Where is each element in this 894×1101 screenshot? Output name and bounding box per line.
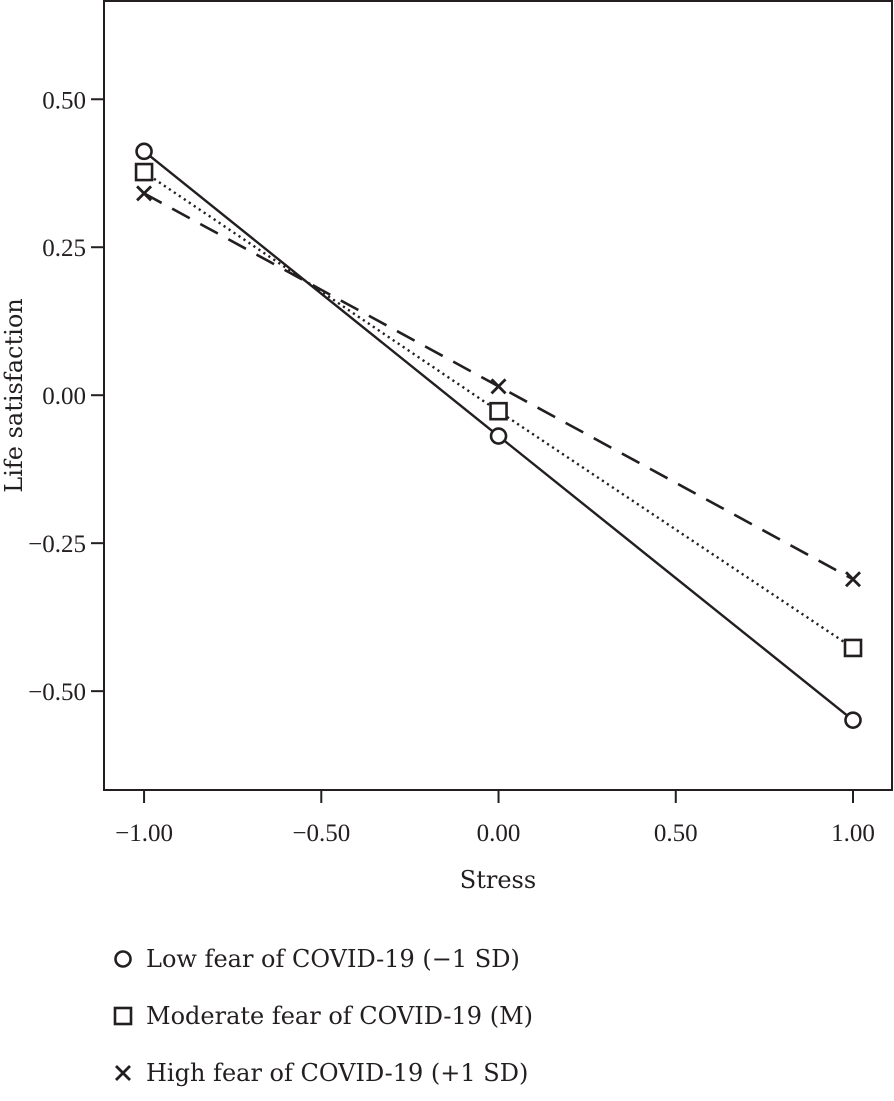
square-marker-icon: [113, 1006, 133, 1025]
data-point-square: [134, 162, 154, 182]
data-point-x: [845, 571, 861, 588]
legend: Low fear of COVID-19 (−1 SD) Moderate fe…: [112, 930, 533, 1101]
x-axis-title: Stress: [460, 866, 536, 894]
data-point-circle: [844, 711, 862, 729]
x-tick-label: 0.00: [477, 820, 521, 847]
legend-item-high-fear: High fear of COVID-19 (+1 SD): [112, 1044, 533, 1101]
x-tick-label: −0.50: [292, 820, 350, 847]
y-tick-label: 0.25: [42, 235, 86, 262]
y-tick-label: 0.50: [42, 87, 86, 114]
x-axis: −1.00 −0.50 0.00 0.50 1.00: [115, 790, 875, 847]
chart-plot: −1.00 −0.50 0.00 0.50 1.00 0.50 0.25 0.00 −0.25…: [0, 0, 893, 894]
y-axis-title: Life satisfaction: [0, 298, 28, 492]
x-marker-icon: [115, 1064, 131, 1081]
y-axis: 0.50 0.25 0.00 −0.25 −0.50: [28, 87, 104, 706]
legend-label: High fear of COVID-19 (+1 SD): [146, 1058, 529, 1087]
y-tick-label: −0.50: [28, 679, 86, 706]
series-markers: [134, 142, 863, 729]
data-point-circle: [489, 427, 508, 445]
data-point-circle: [135, 142, 153, 161]
data-point-x: [136, 185, 153, 202]
x-tick-label: 0.50: [654, 820, 698, 847]
legend-label: Low fear of COVID-19 (−1 SD): [146, 944, 520, 973]
legend-item-moderate-fear: Moderate fear of COVID-19 (M): [112, 987, 533, 1044]
y-tick-label: 0.00: [42, 383, 86, 410]
plot-frame: [103, 0, 893, 791]
legend-item-low-fear: Low fear of COVID-19 (−1 SD): [112, 930, 533, 987]
data-point-square: [843, 638, 863, 658]
data-point-square: [489, 401, 508, 421]
x-tick-label: −1.00: [115, 820, 173, 847]
y-tick-label: −0.25: [28, 531, 86, 558]
legend-label: Moderate fear of COVID-19 (M): [146, 1001, 533, 1030]
circle-marker-icon: [114, 949, 132, 968]
data-point-x: [490, 378, 507, 395]
x-tick-label: 1.00: [831, 820, 875, 847]
